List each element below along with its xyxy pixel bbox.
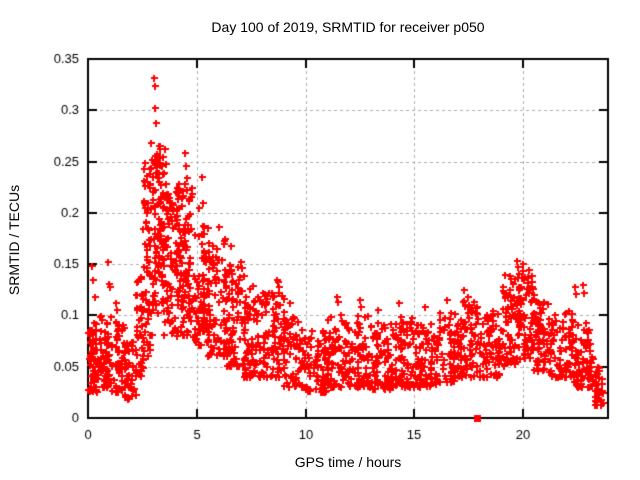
- x-axis-label: GPS time / hours: [294, 454, 402, 470]
- chart-title: Day 100 of 2019, SRMTID for receiver p05…: [211, 19, 485, 35]
- y-axis-label: SRMTID / TECUs: [6, 184, 22, 296]
